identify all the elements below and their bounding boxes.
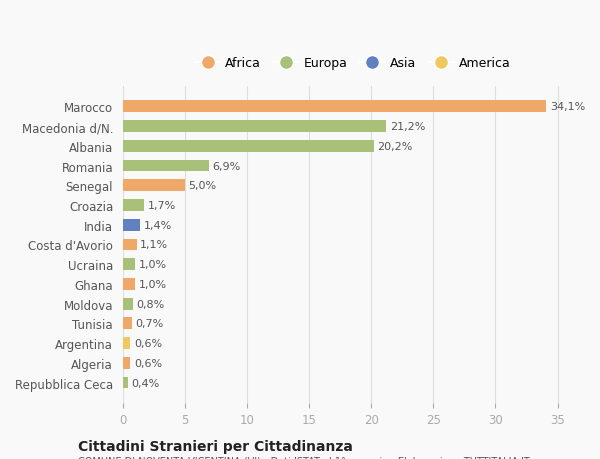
Bar [123, 101, 547, 113]
Text: 1,7%: 1,7% [148, 201, 176, 211]
Text: 5,0%: 5,0% [188, 181, 217, 191]
Bar [123, 278, 135, 290]
Bar [123, 377, 128, 389]
Text: 6,9%: 6,9% [212, 161, 241, 171]
Text: 1,4%: 1,4% [144, 220, 172, 230]
Text: 0,4%: 0,4% [131, 378, 160, 388]
Text: COMUNE DI NOVENTA VICENTINA (VI) - Dati ISTAT al 1° gennaio - Elaborazione TUTTI: COMUNE DI NOVENTA VICENTINA (VI) - Dati … [78, 456, 530, 459]
Bar [123, 121, 386, 133]
Text: 0,7%: 0,7% [135, 319, 164, 329]
Bar [123, 259, 135, 270]
Legend: Africa, Europa, Asia, America: Africa, Europa, Asia, America [190, 52, 515, 75]
Bar [123, 239, 137, 251]
Text: 1,0%: 1,0% [139, 279, 167, 289]
Text: 1,0%: 1,0% [139, 260, 167, 269]
Text: 0,8%: 0,8% [137, 299, 165, 309]
Bar [123, 298, 133, 310]
Text: Cittadini Stranieri per Cittadinanza: Cittadini Stranieri per Cittadinanza [78, 439, 353, 453]
Text: 20,2%: 20,2% [377, 141, 413, 151]
Bar [123, 219, 140, 231]
Bar [123, 337, 130, 349]
Text: 34,1%: 34,1% [550, 102, 586, 112]
Text: 1,1%: 1,1% [140, 240, 169, 250]
Bar [123, 160, 209, 172]
Text: 21,2%: 21,2% [390, 122, 425, 132]
Bar [123, 140, 374, 152]
Text: 0,6%: 0,6% [134, 338, 162, 348]
Bar [123, 200, 144, 212]
Bar [123, 357, 130, 369]
Bar [123, 318, 131, 330]
Text: 0,6%: 0,6% [134, 358, 162, 368]
Bar [123, 180, 185, 192]
